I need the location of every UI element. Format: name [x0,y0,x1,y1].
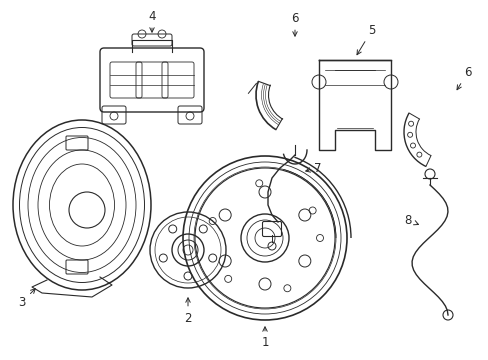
Text: 3: 3 [18,289,35,309]
Text: 1: 1 [261,327,268,350]
Text: 8: 8 [404,213,418,226]
Text: 4: 4 [148,9,156,32]
Text: 6: 6 [291,12,298,36]
Text: 6: 6 [456,66,471,90]
Text: 7: 7 [305,162,321,175]
Text: 2: 2 [184,298,191,324]
Text: 5: 5 [356,23,375,55]
